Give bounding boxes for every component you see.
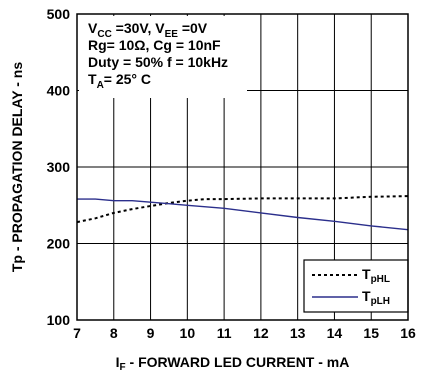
annotation-line: Duty = 50% f = 10kHz (88, 54, 228, 70)
annotation-text: =30V, V (112, 20, 165, 36)
legend-label-main: T (362, 288, 371, 304)
y-tick-label: 500 (47, 6, 71, 22)
x-tick-label: 12 (253, 325, 269, 341)
annotation-text: T (88, 71, 97, 87)
plot-frame (76, 13, 409, 321)
x-axis-title: IF - FORWARD LED CURRENT - mA (116, 354, 350, 373)
legend-label-sub: pLH (371, 296, 390, 307)
x-tick-label: 7 (73, 325, 81, 341)
x-axis-title-sub: F (120, 362, 126, 373)
x-tick-label: 11 (217, 325, 232, 341)
y-tick-label: 200 (47, 236, 71, 252)
series-line-tphl (76, 195, 409, 224)
series-line-tplh (77, 198, 409, 231)
x-tick-label: 10 (180, 325, 196, 341)
legend-label-sub: pHL (371, 274, 390, 285)
annotation-text: = 25° C (104, 71, 151, 87)
legend-label: TpLH (362, 288, 390, 307)
legend-label: TpHL (362, 266, 390, 285)
annotation-text: CC (97, 29, 111, 40)
legend-box (303, 259, 409, 313)
x-tick-label: 9 (147, 325, 155, 341)
annotation-line: TA= 25° C (88, 71, 151, 91)
y-axis-title: Tp - PROPAGATION DELAY - ns (9, 62, 25, 272)
x-axis-title-main: I (116, 354, 120, 370)
annotation-text: EE (165, 29, 179, 40)
legend-label-main: T (362, 266, 371, 282)
annotation-text: A (97, 80, 104, 91)
y-tick-label: 100 (47, 312, 71, 328)
annotation-line: Rg= 10Ω, Cg = 10nF (88, 37, 221, 53)
annotation-text: Duty = 50% f = 10kHz (88, 54, 228, 70)
x-tick-label: 13 (290, 325, 306, 341)
x-tick-label: 14 (327, 325, 343, 341)
x-tick-label: 15 (363, 325, 379, 341)
annotation-line: VCC =30V, VEE =0V (88, 20, 208, 40)
annotation-background (79, 16, 247, 98)
y-tick-label: 300 (47, 159, 71, 175)
annotation-text: Rg= 10Ω, Cg = 10nF (88, 37, 221, 53)
x-axis-title-rest: - FORWARD LED CURRENT - mA (126, 354, 350, 370)
x-tick-labels: 7 8 9 10 11 12 13 14 15 16 (73, 325, 416, 341)
y-tick-label: 400 (47, 83, 71, 99)
x-tick-label: 8 (110, 325, 118, 341)
series-lines (76, 195, 409, 231)
annotation-text: =0V (178, 20, 208, 36)
x-tick-label: 16 (400, 325, 416, 341)
annotation-text: V (88, 20, 98, 36)
y-tick-labels: 100 200 300 400 500 (47, 6, 71, 328)
